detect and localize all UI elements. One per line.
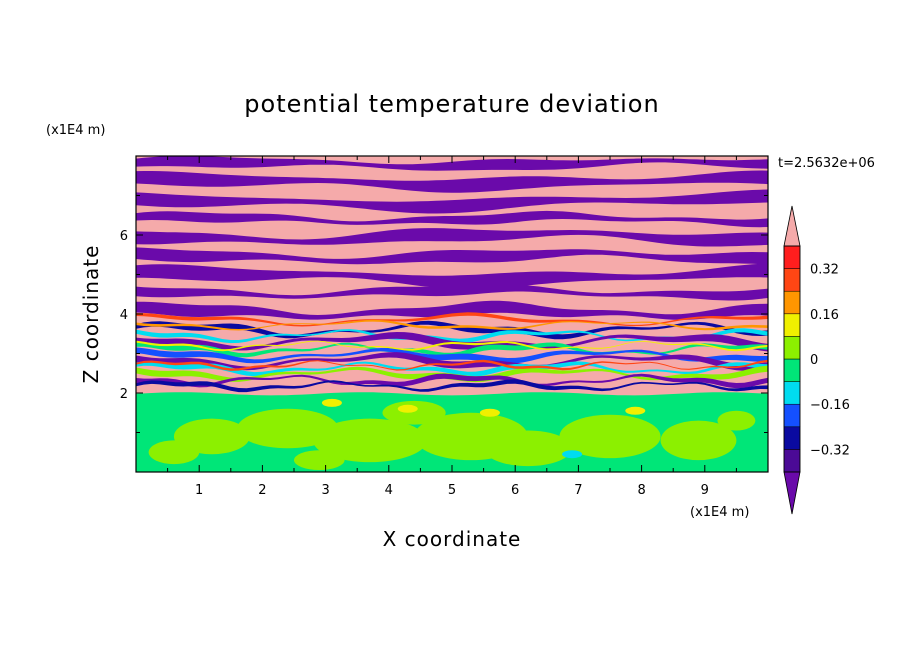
colorbar-segment [783, 449, 801, 473]
turbulent-band [136, 328, 768, 344]
colorbar-segment [783, 381, 801, 405]
turbulent-band [136, 359, 768, 371]
lower-patch [559, 414, 661, 459]
x-tick-label: 2 [258, 483, 266, 498]
colorbar-tick-label: −0.16 [810, 398, 850, 413]
colorbar-tick-label: 0 [810, 353, 818, 368]
x-axis: 1 2 3 4 5 6 7 8 9 [167, 156, 737, 498]
y-axis-unit: (x1E4 m) [46, 123, 105, 138]
y-tick-label: 4 [120, 308, 128, 323]
upper-band [136, 263, 768, 290]
turbulent-band [136, 365, 768, 383]
x-axis-unit: (x1E4 m) [690, 505, 749, 520]
upper-band [136, 189, 768, 214]
colorbar-under-arrow [783, 471, 801, 515]
lower-patch [717, 410, 756, 431]
colorbar-frame [783, 245, 801, 473]
x-tick-label: 8 [637, 483, 645, 498]
turbulent-band [136, 347, 768, 364]
colorbar-segment [783, 290, 801, 315]
lower-patch [382, 400, 446, 425]
lower-patch [660, 420, 737, 461]
y-axis: 2 4 6 [120, 195, 768, 433]
turbulent-band [136, 320, 768, 340]
colorbar-over-arrow [783, 205, 801, 247]
y-tick-label: 6 [120, 229, 128, 244]
turbulent-band [136, 373, 768, 389]
colorbar-tick-label: 0.32 [810, 263, 839, 278]
colorbar-segment [783, 403, 801, 428]
lower-spot [321, 398, 342, 407]
colorbar-segment [783, 426, 801, 450]
upper-band [136, 284, 768, 301]
turbulent-band [136, 312, 768, 327]
x-tick-label: 3 [321, 483, 329, 498]
x-tick-label: 5 [448, 483, 456, 498]
turbulent-band [136, 332, 768, 352]
lower-spot [562, 450, 583, 459]
upper-band [136, 247, 768, 265]
turbulent-band [136, 340, 768, 352]
lower-spot [479, 408, 500, 417]
lower-patch [483, 430, 573, 467]
x-tick-label: 1 [195, 483, 203, 498]
lower-patch [237, 408, 339, 449]
lower-patch [312, 418, 427, 463]
lower-spot [625, 406, 646, 415]
upper-band [136, 170, 768, 193]
turbulent-band [136, 319, 768, 331]
x-tick-label: 4 [385, 483, 393, 498]
x-axis-title: X coordinate [383, 527, 522, 551]
upper-band [136, 210, 768, 228]
time-label: t=2.5632e+06 [778, 156, 875, 171]
colorbar-segment [783, 245, 801, 269]
colorbar-segment [783, 358, 801, 382]
colorbar-tick-label: −0.32 [810, 443, 850, 458]
lower-spot [397, 404, 418, 413]
contour-field [136, 156, 768, 472]
y-tick-label: 2 [120, 387, 128, 402]
x-tick-label: 7 [574, 483, 582, 498]
colorbar-segment [783, 313, 801, 337]
x-tick-label: 6 [511, 483, 519, 498]
upper-band [136, 228, 768, 247]
chart-title: potential temperature deviation [244, 90, 659, 118]
x-tick-label: 9 [701, 483, 709, 498]
turbulent-band [136, 352, 768, 371]
colorbar-tick-label: 0.16 [810, 308, 839, 323]
turbulent-band [136, 379, 768, 393]
colorbar: 0.32 0.16 0 −0.16 −0.32 [783, 205, 850, 515]
colorbar-segment [783, 336, 801, 360]
lower-patch [294, 450, 345, 471]
lower-patch [148, 440, 200, 465]
y-axis-title: Z coordinate [79, 245, 103, 384]
upper-band [136, 300, 768, 320]
colorbar-segment [783, 268, 801, 292]
